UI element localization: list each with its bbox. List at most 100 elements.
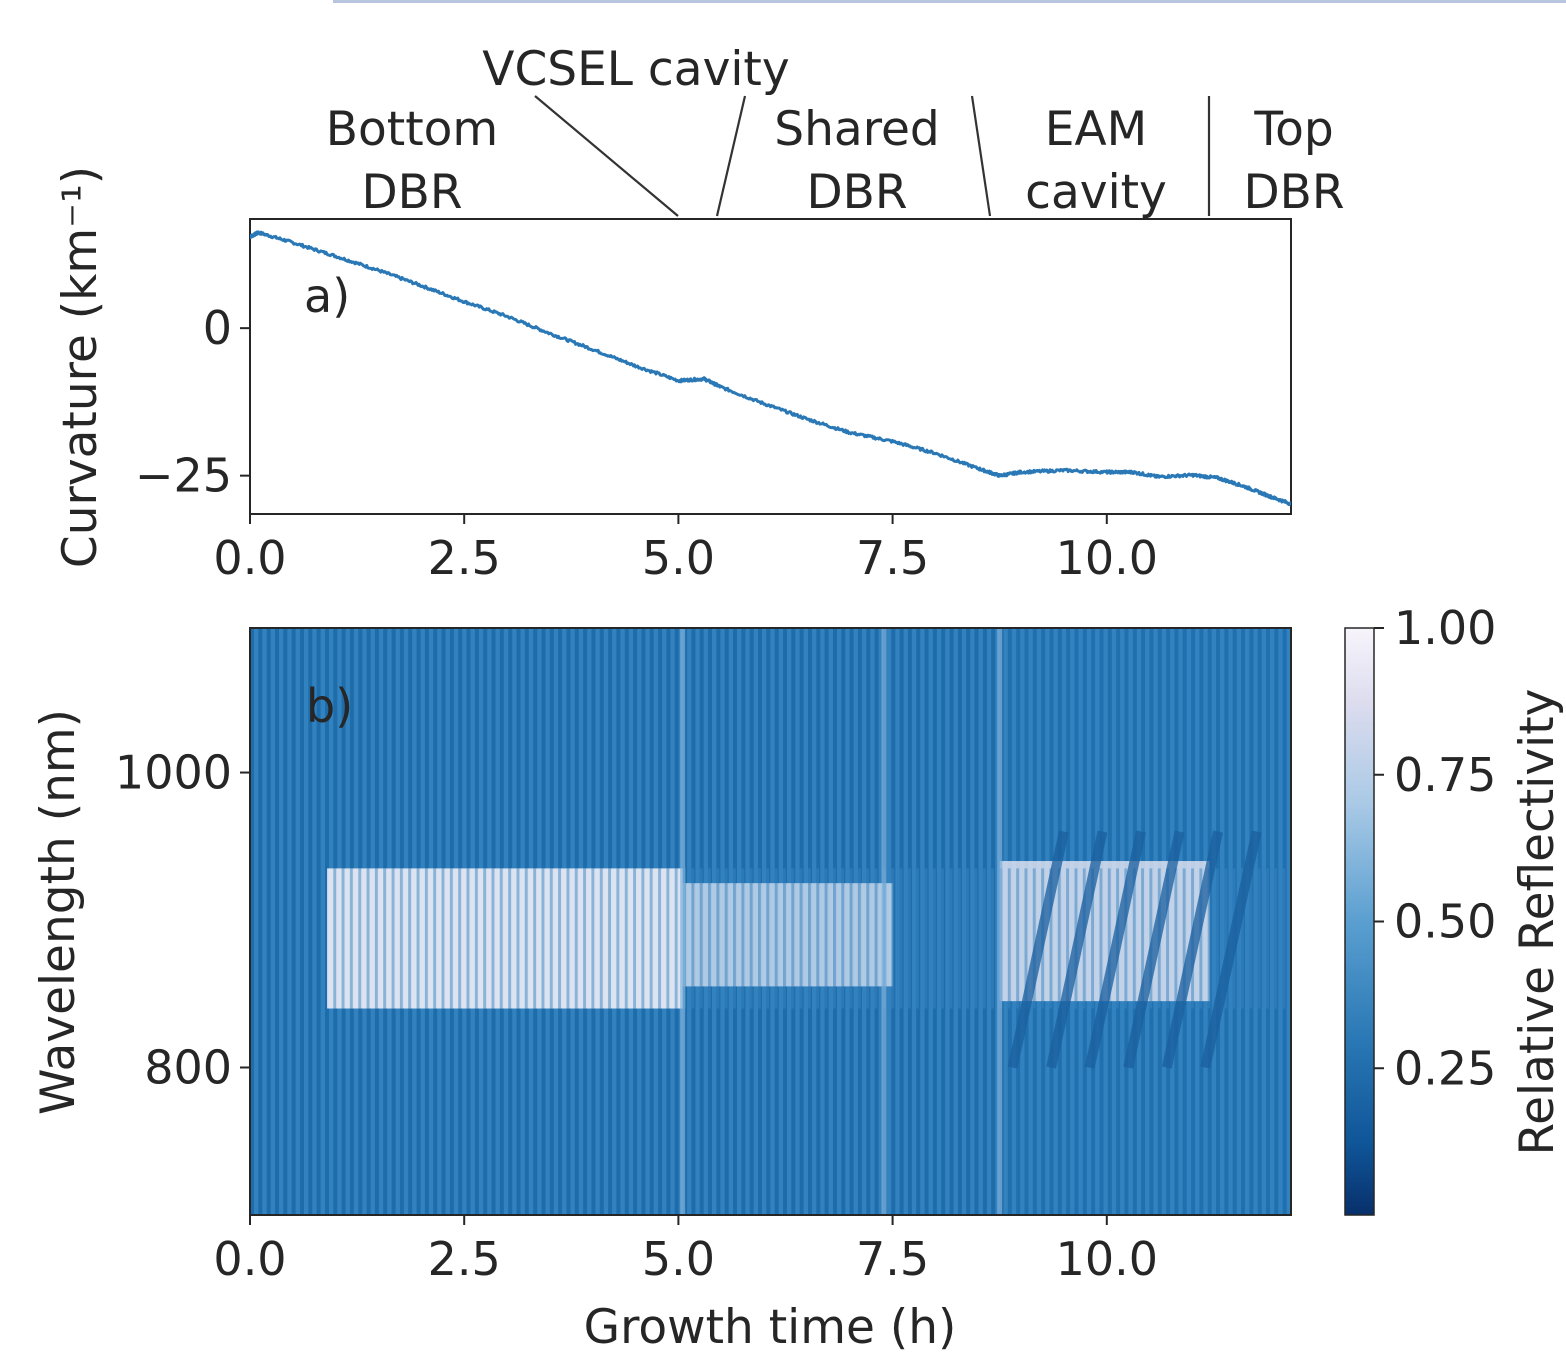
heatmap-stripe-dark bbox=[250, 628, 254, 1215]
heatmap-stripe-dark bbox=[266, 628, 271, 1215]
heatmap-stopband-stripe bbox=[533, 868, 537, 1009]
heatmap-stopband-stripe bbox=[391, 868, 395, 1009]
heatmap-stopband-stripe bbox=[766, 868, 770, 1009]
heatmap-stopband-shared-dbr bbox=[682, 883, 893, 987]
heatmap-stopband-stripe bbox=[549, 868, 553, 1009]
heatmap-stopband-stripe bbox=[516, 868, 520, 1009]
annotation-leader-vcsel-end bbox=[715, 95, 747, 217]
colorbar-ticks: 1.00 0.75 0.50 0.25 bbox=[1374, 601, 1496, 1095]
heatmap-stopband-stripe bbox=[458, 868, 462, 1009]
heatmap-stopband-stripe bbox=[1266, 868, 1269, 1009]
colorbar-tick-label: 0.25 bbox=[1394, 1041, 1496, 1095]
wavelength-y-axis-label: Wavelength (nm) bbox=[31, 709, 86, 1115]
heatmap-stopband-stripe bbox=[841, 868, 845, 1009]
heatmap-stopband-stripe bbox=[824, 868, 828, 1009]
heatmap-stopband-stripe bbox=[499, 868, 503, 1009]
heatmap-stopband-stripe bbox=[333, 868, 337, 1009]
reflectivity-heatmap bbox=[250, 628, 1291, 1215]
heatmap-stopband-stripe bbox=[691, 868, 695, 1009]
heatmap-stopband-stripe bbox=[349, 868, 353, 1009]
curvature-plot-area bbox=[249, 218, 1292, 515]
heatmap-stopband-stripe bbox=[641, 868, 645, 1009]
growth-time-x-axis-label: Growth time (h) bbox=[584, 1300, 957, 1355]
heatmap-stopband-stripe bbox=[783, 868, 786, 1009]
heatmap-stopband-stripe bbox=[974, 868, 978, 1009]
heatmap-stopband-stripe bbox=[1249, 868, 1253, 1009]
heatmap-stopband-stripe bbox=[1032, 868, 1036, 1009]
heatmap-eam-fringe bbox=[1084, 830, 1146, 1069]
heatmap-stopband-stripe bbox=[1174, 868, 1178, 1009]
heatmap-stopband-bottom-dbr bbox=[327, 868, 683, 1009]
curvature-y-tick-label: 0 bbox=[203, 301, 232, 355]
heatmap-stopband-stripe bbox=[1257, 868, 1261, 1009]
heatmap-stopband-stripe bbox=[466, 868, 470, 1009]
heatmap-stopband-stripe bbox=[1182, 868, 1186, 1009]
curvature-x-tick-label: 7.5 bbox=[856, 531, 929, 585]
heatmap-stopband-stripe bbox=[1007, 868, 1011, 1009]
heatmap-stopband-stripe bbox=[891, 868, 895, 1009]
heatmap-stopband-stripe bbox=[366, 868, 370, 1009]
heatmap-stopband-stripe bbox=[874, 868, 878, 1009]
heatmap-stopband-stripe bbox=[1099, 868, 1103, 1009]
annotation-eam-cavity-line2: cavity bbox=[1025, 165, 1167, 220]
heatmap-stopband-stripe bbox=[741, 868, 745, 1009]
heatmap-stopband-stripe bbox=[674, 868, 678, 1009]
annotation-vcsel-cavity: VCSEL cavity bbox=[482, 42, 789, 97]
heatmap-stopband-stripe bbox=[957, 868, 961, 1009]
reflectivity-x-tick-label: 0.0 bbox=[213, 1232, 286, 1286]
curvature-series-line bbox=[250, 230, 1291, 507]
heatmap-stopband-stripe bbox=[866, 868, 870, 1009]
heatmap-stopband-stripe bbox=[1241, 868, 1244, 1009]
heatmap-stopband-stripe bbox=[666, 868, 670, 1009]
heatmap-stripe-dark bbox=[300, 628, 304, 1215]
colorbar-tick-label: 1.00 bbox=[1394, 601, 1496, 655]
annotation-bottom-dbr-line2: DBR bbox=[361, 165, 462, 220]
heatmap-stopband-stripe bbox=[1066, 868, 1069, 1009]
heatmap-stopband-stripe bbox=[1224, 868, 1228, 1009]
annotation-top-dbr-line2: DBR bbox=[1243, 165, 1344, 220]
heatmap-stopband-stripe bbox=[1199, 868, 1203, 1009]
heatmap-stopband-stripe bbox=[649, 868, 653, 1009]
reflectivity-panel: b) 0.0 2.5 5.0 7.5 10.0 1000 800 Wavelength (n… bbox=[31, 601, 1565, 1355]
heatmap-stopband-stripe bbox=[932, 868, 936, 1009]
heatmap-stopband-stripe bbox=[358, 868, 362, 1009]
heatmap-stopband-stripe bbox=[1016, 868, 1020, 1009]
heatmap-stopband-stripe bbox=[791, 868, 795, 1009]
curvature-y-axis-label: Curvature (km⁻¹) bbox=[53, 166, 108, 568]
panel-label-a: a) bbox=[304, 269, 350, 323]
heatmap-stripe-dark bbox=[308, 628, 313, 1215]
colorbar-tick-label: 0.75 bbox=[1394, 748, 1496, 802]
heatmap-stopband-stripe bbox=[1107, 868, 1111, 1009]
heatmap-stopband-stripe bbox=[799, 868, 803, 1009]
panel-label-b: b) bbox=[306, 679, 353, 733]
heatmap-stopband-stripe bbox=[949, 868, 953, 1009]
curvature-x-tick-label: 0.0 bbox=[213, 531, 286, 585]
heatmap-stopband-stripe bbox=[383, 868, 387, 1009]
heatmap-stopband-stripe bbox=[1207, 868, 1211, 1009]
heatmap-stripe-dark bbox=[325, 628, 329, 1215]
heatmap-stopband-stripe bbox=[441, 868, 445, 1009]
heatmap-stopband-stripe bbox=[749, 868, 753, 1009]
heatmap-stopband-stripe bbox=[399, 868, 403, 1009]
heatmap-stopband-stripe bbox=[1216, 868, 1219, 1009]
heatmap-stopband-stripe bbox=[1274, 868, 1278, 1009]
annotation-eam-cavity-line1: EAM bbox=[1045, 102, 1147, 157]
heatmap-stopband-stripe bbox=[599, 868, 603, 1009]
heatmap-stopband-stripe bbox=[1057, 868, 1061, 1009]
annotation-shared-dbr-line2: DBR bbox=[806, 165, 907, 220]
heatmap-stopband-stripe bbox=[374, 868, 378, 1009]
heatmap-stripe-dark bbox=[283, 628, 288, 1215]
annotation-shared-dbr-line1: Shared bbox=[774, 102, 939, 157]
curvature-x-tick-label: 5.0 bbox=[642, 531, 715, 585]
heatmap-stopband-stripe bbox=[1091, 868, 1094, 1009]
heatmap-stripe-dark bbox=[275, 628, 279, 1215]
curvature-y-tick-label: −25 bbox=[135, 449, 232, 503]
heatmap-stopband-stripe bbox=[907, 868, 911, 1009]
heatmap-stopband-stripe bbox=[416, 868, 420, 1009]
heatmap-stopband-stripe bbox=[833, 868, 836, 1009]
heatmap-stopband-stripe bbox=[491, 868, 495, 1009]
heatmap-stopband-stripe bbox=[924, 868, 928, 1009]
top-border-line bbox=[333, 0, 1566, 3]
reflectivity-plot-frame bbox=[249, 627, 1292, 1216]
